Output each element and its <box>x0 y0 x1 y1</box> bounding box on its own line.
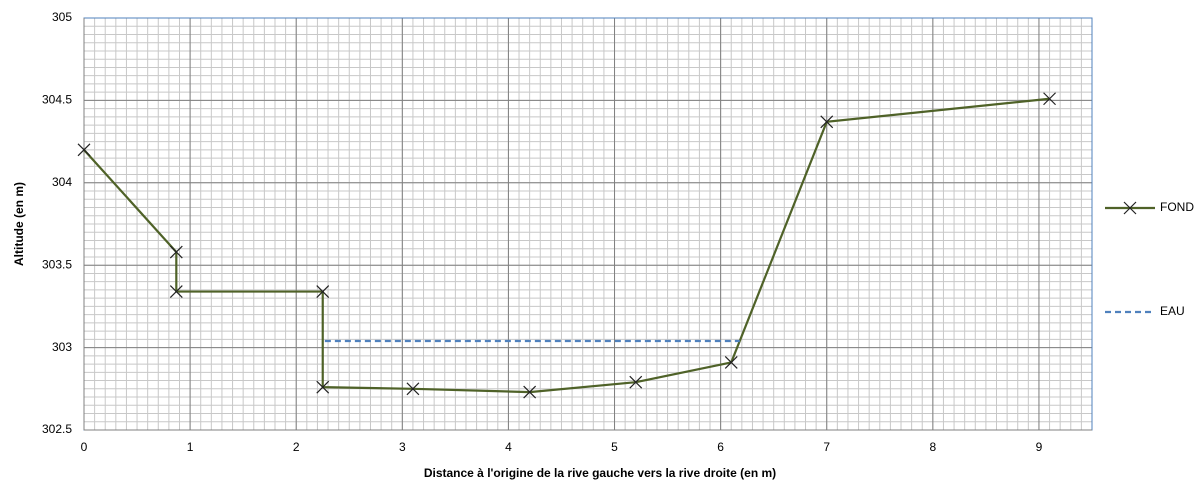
marker <box>169 245 183 259</box>
marker <box>316 380 330 394</box>
y-tick-label: 303 <box>52 340 72 354</box>
x-tick-label: 3 <box>399 440 406 454</box>
x-tick-label: 5 <box>611 440 618 454</box>
x-tick-label: 4 <box>505 440 512 454</box>
y-tick-label: 303.5 <box>42 257 72 271</box>
marker <box>77 143 91 157</box>
y-tick-label: 304.5 <box>42 93 72 107</box>
x-tick-label: 0 <box>81 440 88 454</box>
marker <box>1043 92 1056 106</box>
legend-label: FOND <box>1160 200 1194 214</box>
marker <box>406 382 420 396</box>
y-axis-title: Altitude (en m) <box>12 182 26 266</box>
marker <box>169 285 183 298</box>
marker <box>724 356 738 369</box>
legend-label: EAU <box>1160 304 1185 318</box>
marker <box>523 385 537 399</box>
y-tick-label: 302.5 <box>42 422 72 436</box>
marker <box>316 285 330 298</box>
x-axis-title: Distance à l'origine de la rive gauche v… <box>424 466 776 480</box>
marker <box>820 115 834 129</box>
y-tick-label: 304 <box>52 175 72 189</box>
x-tick-label: 8 <box>929 440 936 454</box>
legend-marker <box>1123 201 1137 215</box>
x-tick-label: 6 <box>717 440 724 454</box>
x-tick-label: 2 <box>293 440 300 454</box>
x-tick-label: 9 <box>1036 440 1043 454</box>
x-tick-label: 1 <box>187 440 194 454</box>
y-tick-label: 305 <box>52 10 72 24</box>
marker <box>629 375 643 389</box>
x-tick-label: 7 <box>823 440 830 454</box>
